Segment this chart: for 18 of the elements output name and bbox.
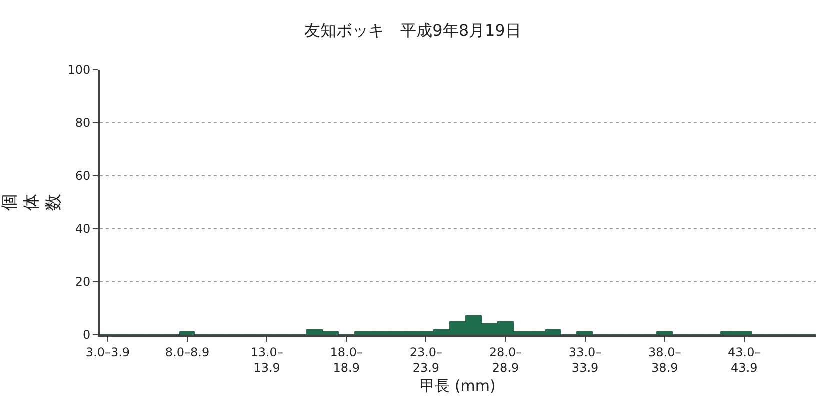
- x-tick-label: 3.0–3.9: [86, 345, 130, 360]
- x-tick-label: 8.0–8.9: [165, 345, 210, 360]
- y-tick-label: 100: [68, 63, 91, 78]
- y-tick-label: 40: [75, 222, 91, 236]
- y-tick-label: 80: [75, 116, 91, 130]
- x-tick-label: 28.0–28.9: [489, 345, 522, 375]
- y-tick-label: 20: [75, 275, 91, 290]
- chart-title: 友知ボッキ 平成9年8月19日: [304, 21, 522, 40]
- x-axis-title: 甲長 (mm): [420, 377, 496, 395]
- x-tick-label: 18.0–18.9: [330, 345, 363, 375]
- y-axis-title: 個体数: [0, 194, 64, 211]
- x-tick-label: 43.0–43.9: [728, 345, 761, 375]
- y-tick-label: 0: [82, 328, 91, 342]
- y-tick-label: 60: [75, 169, 91, 184]
- x-tick-label: 13.0–13.9: [250, 345, 284, 375]
- x-tick-label: 38.0–38.9: [648, 345, 682, 375]
- x-tick-label: 33.0–33.9: [568, 345, 602, 375]
- x-tick-label: 23.0–23.9: [410, 345, 443, 375]
